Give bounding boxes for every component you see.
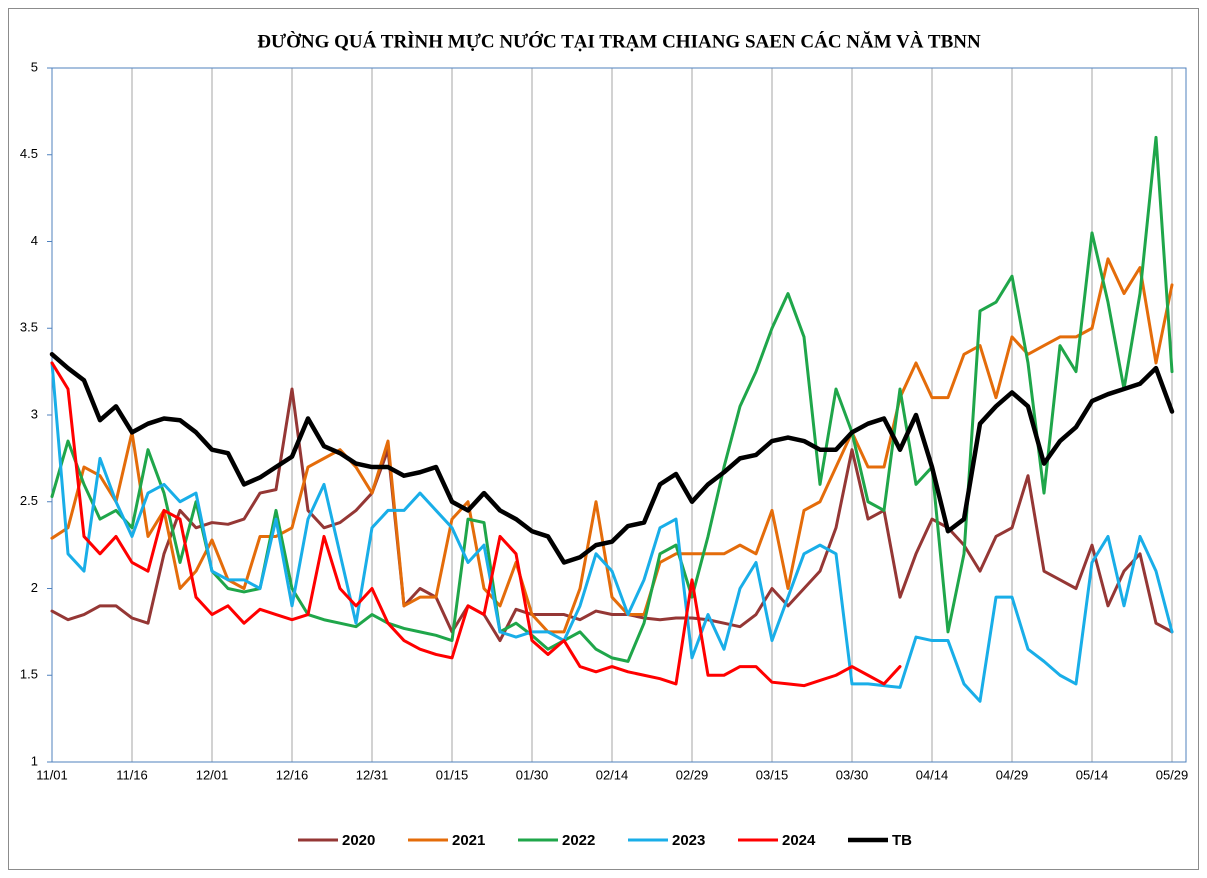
x-tick-label: 05/14 bbox=[1076, 767, 1109, 782]
y-tick-label: 1 bbox=[31, 753, 38, 768]
y-tick-label: 4.5 bbox=[20, 146, 38, 161]
x-tick-label: 01/30 bbox=[516, 767, 549, 782]
series-line bbox=[49, 352, 1175, 565]
legend-label: 2024 bbox=[782, 832, 816, 849]
y-tick-label: 3 bbox=[31, 406, 38, 421]
x-tick-label: 11/16 bbox=[116, 767, 148, 782]
legend-label: 2022 bbox=[562, 832, 595, 849]
x-tick-label: 01/15 bbox=[436, 767, 469, 782]
series-line bbox=[50, 135, 1174, 663]
series-line bbox=[50, 387, 1174, 643]
chart-title: ĐƯỜNG QUÁ TRÌNH MỰC NƯỚC TẠI TRẠM CHIANG… bbox=[257, 30, 981, 52]
y-tick-label: 3.5 bbox=[20, 320, 38, 335]
x-tick-label: 02/29 bbox=[676, 767, 709, 782]
x-tick-label: 12/01 bbox=[196, 767, 229, 782]
x-tick-label: 04/14 bbox=[916, 767, 949, 782]
y-tick-label: 2.5 bbox=[20, 493, 38, 508]
x-tick-label: 05/29 bbox=[1156, 767, 1189, 782]
series-line bbox=[50, 257, 1174, 634]
plot-border bbox=[51, 67, 1187, 763]
x-tick-label: 02/14 bbox=[596, 767, 629, 782]
legend-label: TB bbox=[892, 832, 912, 849]
x-tick-label: 03/15 bbox=[756, 767, 789, 782]
legend-label: 2021 bbox=[452, 832, 485, 849]
legend-label: 2023 bbox=[672, 832, 705, 849]
legend-label: 2020 bbox=[342, 832, 375, 849]
series-line bbox=[50, 361, 1174, 703]
x-tick-label: 03/30 bbox=[836, 767, 869, 782]
plot-area bbox=[52, 68, 1186, 762]
y-tick-label: 1.5 bbox=[20, 667, 38, 682]
y-tick-label: 4 bbox=[31, 233, 38, 248]
x-tick-label: 04/29 bbox=[996, 767, 1029, 782]
series-line bbox=[50, 361, 902, 688]
x-tick-label: 12/31 bbox=[356, 767, 389, 782]
y-tick-label: 2 bbox=[31, 580, 38, 595]
x-tick-label: 11/01 bbox=[36, 767, 68, 782]
x-tick-label: 12/16 bbox=[276, 767, 309, 782]
y-tick-label: 5 bbox=[31, 59, 38, 74]
